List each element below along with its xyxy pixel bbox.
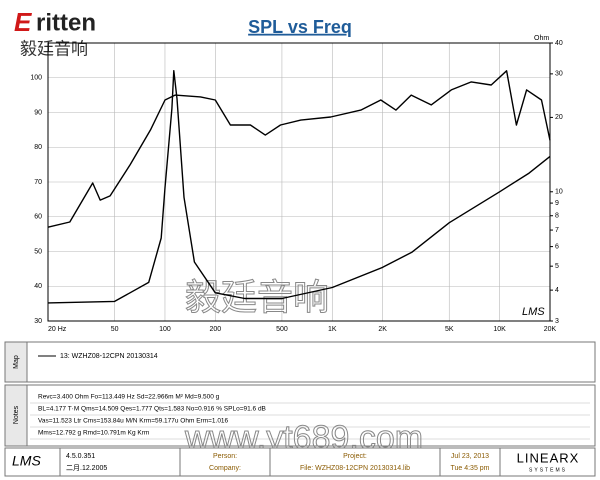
y-tick-label: 100 bbox=[30, 75, 42, 82]
series-line bbox=[47, 70, 551, 228]
y2-axis-label: Ohm bbox=[534, 35, 549, 42]
y2-tick-label: 4 bbox=[555, 287, 559, 294]
build-date: 二月.12.2005 bbox=[66, 464, 107, 472]
x-tick-label: 200 bbox=[209, 326, 221, 333]
y2-tick-label: 5 bbox=[555, 263, 559, 270]
x-tick-label: 20 Hz bbox=[48, 326, 67, 333]
plot-watermark: LMS bbox=[522, 306, 545, 318]
x-tick-label: 10K bbox=[493, 326, 506, 333]
y2-tick-label: 40 bbox=[555, 40, 563, 47]
y2-tick-label: 8 bbox=[555, 213, 559, 220]
y2-tick-label: 20 bbox=[555, 114, 563, 121]
notes-lines: Revc=3.400 Ohm Fo=113.449 Hz Sd=22.966m … bbox=[30, 394, 590, 440]
note-line: BL=4.177 T·M Qms=14.509 Qes=1.777 Qts=1.… bbox=[38, 406, 266, 413]
y-tick-label: 80 bbox=[34, 144, 42, 151]
x-tick-label: 2K bbox=[378, 326, 387, 333]
series-line bbox=[47, 70, 551, 304]
x-tick-label: 20K bbox=[544, 326, 557, 333]
x-tick-label: 5K bbox=[445, 326, 454, 333]
note-line: Mms=12.792 g Rmd=10.791m Kg Krm bbox=[38, 430, 149, 437]
y2-tick-label: 6 bbox=[555, 243, 559, 250]
y2-tick-label: 7 bbox=[555, 227, 559, 234]
y2-tick-label: 10 bbox=[555, 189, 563, 196]
y2-tick-label: 30 bbox=[555, 71, 563, 78]
y2-tick-label: 3 bbox=[555, 318, 559, 325]
brand-sub: SYSTEMS bbox=[529, 467, 567, 473]
version: 4.5.0.351 bbox=[66, 453, 95, 460]
x-tick-label: 50 bbox=[111, 326, 119, 333]
logo-cn: 毅廷音响 bbox=[20, 39, 88, 58]
y2-tick-label: 9 bbox=[555, 200, 559, 207]
y-tick-label: 40 bbox=[34, 283, 42, 290]
x-tick-label: 1K bbox=[328, 326, 337, 333]
note-line: Vas=11.523 Ltr Cms=153.84u M/N Krm=59.17… bbox=[38, 418, 229, 425]
time: Tue 4:35 pm bbox=[450, 465, 489, 472]
notes-side bbox=[4, 384, 28, 447]
footer bbox=[4, 447, 596, 477]
y-tick-label: 70 bbox=[34, 179, 42, 186]
map-side bbox=[4, 341, 28, 383]
watermark-cn: 毅廷音响 bbox=[185, 277, 329, 318]
y-tick-label: 30 bbox=[34, 318, 42, 325]
logo: ritten bbox=[36, 9, 96, 36]
date: Jul 23, 2013 bbox=[451, 453, 489, 460]
y-tick-label: 90 bbox=[34, 109, 42, 116]
notes-label: Notes bbox=[13, 405, 20, 424]
file: File: WZHZ08-12CPN 20130314.lib bbox=[300, 465, 410, 472]
y-tick-label: 60 bbox=[34, 214, 42, 221]
y-tick-label: 50 bbox=[34, 248, 42, 255]
x-tick-label: 500 bbox=[276, 326, 288, 333]
legend-entry: 13: WZHZ08-12CPN 20130314 bbox=[60, 353, 158, 360]
plot-frame bbox=[47, 42, 551, 322]
map-label: Map bbox=[13, 355, 20, 369]
company: Company: bbox=[209, 465, 241, 472]
footer-lms: LMS bbox=[12, 453, 41, 469]
x-tick-label: 100 bbox=[159, 326, 171, 333]
note-line: Revc=3.400 Ohm Fo=113.449 Hz Sd=22.966m … bbox=[38, 394, 220, 401]
chart-title: SPL vs Freq bbox=[248, 17, 352, 37]
map-panel bbox=[4, 341, 596, 383]
brand: LINEARX bbox=[517, 450, 580, 465]
project: Project: bbox=[343, 453, 367, 460]
person: Person: bbox=[213, 453, 237, 460]
logo-initial: E bbox=[14, 7, 32, 37]
